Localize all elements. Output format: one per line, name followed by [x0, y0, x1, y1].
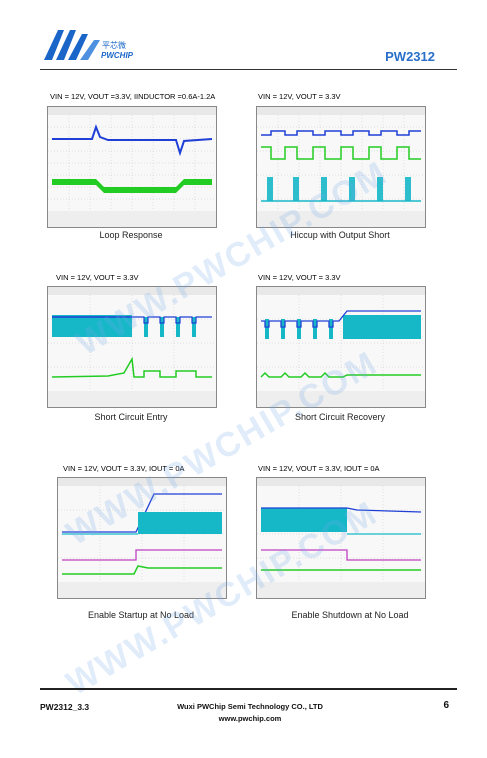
logo-chinese-text: 平芯微: [102, 41, 126, 50]
figure-5-title: Enable Startup at No Load: [87, 610, 195, 620]
scope-short-circuit-recovery: [256, 286, 426, 408]
figure-1-title: Loop Response: [99, 230, 163, 240]
footer-doc-code: PW2312_3.3: [40, 702, 90, 712]
scope-enable-startup: [57, 477, 227, 599]
figure-2-title: Hiccup with Output Short: [290, 230, 390, 240]
scope-hiccup-short: [256, 106, 426, 228]
logo-english-text: PWCHIP: [101, 51, 133, 60]
footer-website: www.pwchip.com: [218, 714, 282, 723]
figure-6-condition: VIN = 12V, VOUT = 3.3V, IOUT = 0A: [258, 464, 380, 473]
figure-5-condition: VIN = 12V, VOUT = 3.3V, IOUT = 0A: [63, 464, 185, 473]
figure-6-title: Enable Shutdown at No Load: [291, 610, 409, 620]
page-number: 6: [443, 700, 449, 711]
figure-2-condition: VIN = 12V, VOUT = 3.3V: [258, 92, 341, 101]
figure-4-condition: VIN = 12V, VOUT = 3.3V: [258, 273, 341, 282]
footer-divider: [40, 688, 457, 690]
figure-4-title: Short Circuit Recovery: [294, 412, 386, 422]
scope-enable-shutdown: [256, 477, 426, 599]
header-divider: [40, 69, 457, 70]
scope-loop-response: [47, 106, 217, 228]
figure-3-title: Short Circuit Entry: [94, 412, 168, 422]
pwchip-logo-icon: [44, 30, 100, 60]
figure-1-condition: VIN = 12V, VOUT =3.3V, IINDUCTOR =0.6A-1…: [50, 92, 216, 101]
footer-company: Wuxi PWChip Semi Technology CO., LTD: [177, 702, 323, 711]
figure-3-condition: VIN = 12V, VOUT = 3.3V: [56, 273, 139, 282]
part-number: PW2312: [385, 49, 435, 64]
scope-short-circuit-entry: [47, 286, 217, 408]
